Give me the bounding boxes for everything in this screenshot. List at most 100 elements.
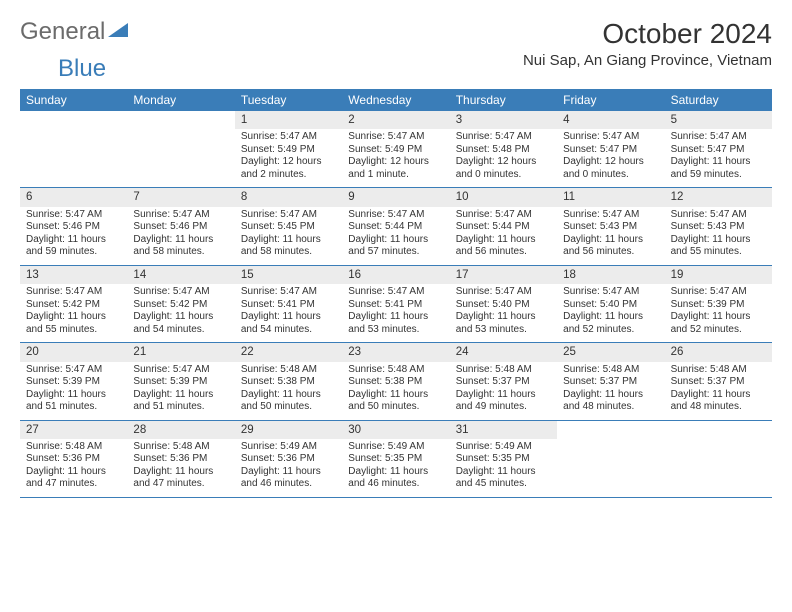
day-cell: 30Sunrise: 5:49 AMSunset: 5:35 PMDayligh… (342, 421, 449, 497)
day-number: 21 (127, 343, 234, 361)
day-details: Sunrise: 5:48 AMSunset: 5:36 PMDaylight:… (127, 439, 234, 497)
calendar-page: General October 2024 Nui Sap, An Giang P… (0, 0, 792, 508)
day-number: 25 (557, 343, 664, 361)
day-cell: 17Sunrise: 5:47 AMSunset: 5:40 PMDayligh… (450, 266, 557, 342)
day-details: Sunrise: 5:49 AMSunset: 5:35 PMDaylight:… (450, 439, 557, 497)
empty-cell: .. (665, 421, 772, 497)
title-block: October 2024 Nui Sap, An Giang Province,… (523, 18, 772, 69)
day-number: 17 (450, 266, 557, 284)
day-cell: 21Sunrise: 5:47 AMSunset: 5:39 PMDayligh… (127, 343, 234, 419)
weeks-container: .... 1Sunrise: 5:47 AMSunset: 5:49 PMDayl… (20, 111, 772, 498)
day-details: Sunrise: 5:47 AMSunset: 5:39 PMDaylight:… (127, 362, 234, 420)
empty-cell: .. (20, 111, 127, 187)
day-cell: 22Sunrise: 5:48 AMSunset: 5:38 PMDayligh… (235, 343, 342, 419)
day-number: 12 (665, 188, 772, 206)
logo-triangle-icon (108, 16, 128, 44)
week-row: 20Sunrise: 5:47 AMSunset: 5:39 PMDayligh… (20, 343, 772, 420)
location-subtitle: Nui Sap, An Giang Province, Vietnam (523, 52, 772, 69)
day-number: 24 (450, 343, 557, 361)
day-number: 18 (557, 266, 664, 284)
day-details: Sunrise: 5:47 AMSunset: 5:49 PMDaylight:… (342, 129, 449, 187)
day-details: Sunrise: 5:47 AMSunset: 5:42 PMDaylight:… (127, 284, 234, 342)
day-cell: 19Sunrise: 5:47 AMSunset: 5:39 PMDayligh… (665, 266, 772, 342)
day-number: 13 (20, 266, 127, 284)
day-number: 3 (450, 111, 557, 129)
day-details: Sunrise: 5:47 AMSunset: 5:41 PMDaylight:… (342, 284, 449, 342)
day-details: Sunrise: 5:48 AMSunset: 5:37 PMDaylight:… (665, 362, 772, 420)
day-number: 26 (665, 343, 772, 361)
empty-cell: .. (557, 421, 664, 497)
week-row: ....1Sunrise: 5:47 AMSunset: 5:49 PMDayl… (20, 111, 772, 188)
day-number: 9 (342, 188, 449, 206)
day-number: 29 (235, 421, 342, 439)
day-details: Sunrise: 5:49 AMSunset: 5:36 PMDaylight:… (235, 439, 342, 497)
day-details: Sunrise: 5:47 AMSunset: 5:39 PMDaylight:… (665, 284, 772, 342)
weekday-header-cell: Saturday (665, 89, 772, 111)
day-number: 11 (557, 188, 664, 206)
day-number: 22 (235, 343, 342, 361)
day-details: Sunrise: 5:47 AMSunset: 5:40 PMDaylight:… (450, 284, 557, 342)
day-cell: 12Sunrise: 5:47 AMSunset: 5:43 PMDayligh… (665, 188, 772, 264)
day-details: Sunrise: 5:47 AMSunset: 5:42 PMDaylight:… (20, 284, 127, 342)
day-details: Sunrise: 5:49 AMSunset: 5:35 PMDaylight:… (342, 439, 449, 497)
day-cell: 5Sunrise: 5:47 AMSunset: 5:47 PMDaylight… (665, 111, 772, 187)
day-cell: 20Sunrise: 5:47 AMSunset: 5:39 PMDayligh… (20, 343, 127, 419)
logo-word-1: General (20, 18, 105, 46)
day-number: 1 (235, 111, 342, 129)
week-row: 13Sunrise: 5:47 AMSunset: 5:42 PMDayligh… (20, 266, 772, 343)
day-details: Sunrise: 5:48 AMSunset: 5:36 PMDaylight:… (20, 439, 127, 497)
day-cell: 24Sunrise: 5:48 AMSunset: 5:37 PMDayligh… (450, 343, 557, 419)
day-cell: 13Sunrise: 5:47 AMSunset: 5:42 PMDayligh… (20, 266, 127, 342)
day-cell: 14Sunrise: 5:47 AMSunset: 5:42 PMDayligh… (127, 266, 234, 342)
weekday-header-cell: Sunday (20, 89, 127, 111)
day-details: Sunrise: 5:48 AMSunset: 5:37 PMDaylight:… (450, 362, 557, 420)
day-number: 8 (235, 188, 342, 206)
day-number: 4 (557, 111, 664, 129)
day-details: Sunrise: 5:48 AMSunset: 5:38 PMDaylight:… (235, 362, 342, 420)
weekday-header-cell: Friday (557, 89, 664, 111)
day-number: 19 (665, 266, 772, 284)
day-cell: 8Sunrise: 5:47 AMSunset: 5:45 PMDaylight… (235, 188, 342, 264)
day-details: Sunrise: 5:47 AMSunset: 5:43 PMDaylight:… (557, 207, 664, 265)
day-details: Sunrise: 5:47 AMSunset: 5:46 PMDaylight:… (127, 207, 234, 265)
day-cell: 11Sunrise: 5:47 AMSunset: 5:43 PMDayligh… (557, 188, 664, 264)
weekday-header-cell: Wednesday (342, 89, 449, 111)
day-details: Sunrise: 5:47 AMSunset: 5:45 PMDaylight:… (235, 207, 342, 265)
day-details: Sunrise: 5:47 AMSunset: 5:41 PMDaylight:… (235, 284, 342, 342)
day-cell: 29Sunrise: 5:49 AMSunset: 5:36 PMDayligh… (235, 421, 342, 497)
day-details: Sunrise: 5:47 AMSunset: 5:40 PMDaylight:… (557, 284, 664, 342)
weekday-header-cell: Thursday (450, 89, 557, 111)
day-details: Sunrise: 5:47 AMSunset: 5:49 PMDaylight:… (235, 129, 342, 187)
day-cell: 28Sunrise: 5:48 AMSunset: 5:36 PMDayligh… (127, 421, 234, 497)
day-cell: 25Sunrise: 5:48 AMSunset: 5:37 PMDayligh… (557, 343, 664, 419)
day-details: Sunrise: 5:47 AMSunset: 5:48 PMDaylight:… (450, 129, 557, 187)
day-number: 31 (450, 421, 557, 439)
day-cell: 27Sunrise: 5:48 AMSunset: 5:36 PMDayligh… (20, 421, 127, 497)
day-number: 7 (127, 188, 234, 206)
day-number: 2 (342, 111, 449, 129)
day-cell: 16Sunrise: 5:47 AMSunset: 5:41 PMDayligh… (342, 266, 449, 342)
day-details: Sunrise: 5:48 AMSunset: 5:38 PMDaylight:… (342, 362, 449, 420)
day-number: 6 (20, 188, 127, 206)
month-title: October 2024 (523, 18, 772, 50)
day-number: 27 (20, 421, 127, 439)
day-cell: 4Sunrise: 5:47 AMSunset: 5:47 PMDaylight… (557, 111, 664, 187)
day-details: Sunrise: 5:47 AMSunset: 5:39 PMDaylight:… (20, 362, 127, 420)
day-cell: 23Sunrise: 5:48 AMSunset: 5:38 PMDayligh… (342, 343, 449, 419)
logo: General (20, 18, 128, 46)
day-details: Sunrise: 5:47 AMSunset: 5:44 PMDaylight:… (450, 207, 557, 265)
day-cell: 9Sunrise: 5:47 AMSunset: 5:44 PMDaylight… (342, 188, 449, 264)
day-cell: 1Sunrise: 5:47 AMSunset: 5:49 PMDaylight… (235, 111, 342, 187)
day-details: Sunrise: 5:47 AMSunset: 5:47 PMDaylight:… (557, 129, 664, 187)
day-cell: 15Sunrise: 5:47 AMSunset: 5:41 PMDayligh… (235, 266, 342, 342)
day-number: 10 (450, 188, 557, 206)
weekday-header-row: SundayMondayTuesdayWednesdayThursdayFrid… (20, 89, 772, 111)
calendar-grid: SundayMondayTuesdayWednesdayThursdayFrid… (20, 89, 772, 498)
day-number: 16 (342, 266, 449, 284)
weekday-header-cell: Tuesday (235, 89, 342, 111)
day-cell: 2Sunrise: 5:47 AMSunset: 5:49 PMDaylight… (342, 111, 449, 187)
day-details: Sunrise: 5:47 AMSunset: 5:46 PMDaylight:… (20, 207, 127, 265)
day-details: Sunrise: 5:47 AMSunset: 5:47 PMDaylight:… (665, 129, 772, 187)
day-cell: 7Sunrise: 5:47 AMSunset: 5:46 PMDaylight… (127, 188, 234, 264)
weekday-header-cell: Monday (127, 89, 234, 111)
